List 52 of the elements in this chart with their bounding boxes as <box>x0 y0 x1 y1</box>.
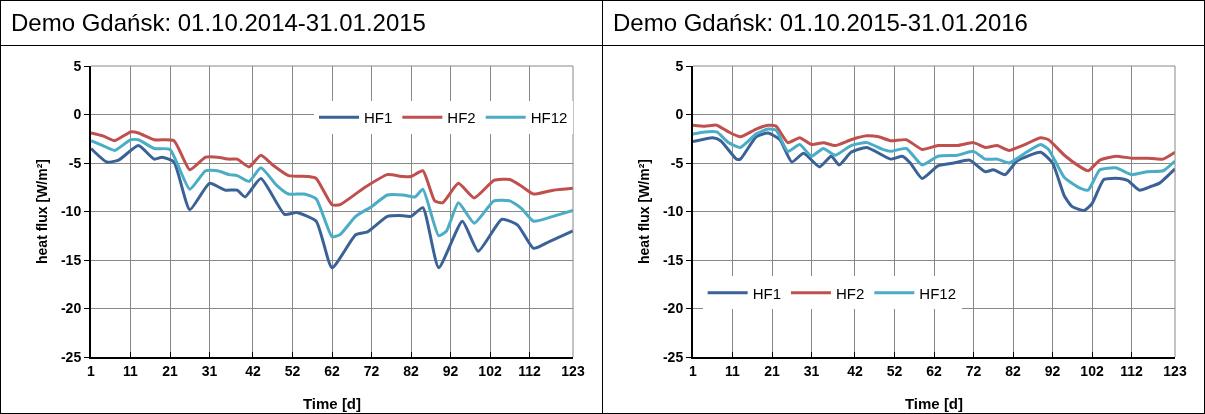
x-axis-title: Time [d] <box>302 395 362 412</box>
y-tick-label: 0 <box>675 106 684 123</box>
y-tick-label: -25 <box>60 348 82 365</box>
x-tick-label: 31 <box>803 362 820 379</box>
x-tick-label: 112 <box>1120 362 1144 379</box>
x-tick-label: 1 <box>87 362 96 379</box>
x-tick-label: 62 <box>324 362 340 379</box>
x-tick-label: 82 <box>1005 362 1022 379</box>
x-tick-label: 102 <box>1080 362 1104 379</box>
legend-label: HF12 <box>919 284 957 302</box>
y-tick-label: 5 <box>675 57 684 74</box>
x-tick-label: 123 <box>561 362 585 379</box>
y-tick-label: -15 <box>60 251 82 268</box>
x-tick-label: 31 <box>201 362 218 379</box>
y-tick-label: -5 <box>670 154 684 171</box>
x-tick-label: 102 <box>478 362 502 379</box>
y-tick-label: 0 <box>73 106 82 123</box>
legend-label: HF1 <box>364 109 393 127</box>
x-axis-title: Time [d] <box>904 395 964 412</box>
x-tick-label: 123 <box>1163 362 1187 379</box>
chart-title: Demo Gdańsk: 01.10.2014-31.01.2015 <box>1 1 602 46</box>
y-tick-label: -20 <box>60 300 82 317</box>
x-tick-label: 11 <box>725 362 741 379</box>
y-tick-label: -5 <box>68 154 82 171</box>
x-tick-label: 1 <box>689 362 698 379</box>
y-tick-label: -10 <box>60 203 82 220</box>
y-tick-label: -20 <box>662 300 684 317</box>
x-tick-label: 21 <box>162 362 179 379</box>
x-tick-label: 92 <box>1044 362 1061 379</box>
y-tick-label: 5 <box>73 57 82 74</box>
y-axis-title: heat flux [W/m²] <box>34 159 51 264</box>
y-axis-title: heat flux [W/m²] <box>636 159 653 264</box>
x-tick-label: 11 <box>123 362 139 379</box>
x-tick-label: 92 <box>442 362 459 379</box>
x-tick-label: 52 <box>886 362 903 379</box>
x-tick-label: 82 <box>403 362 420 379</box>
x-tick-label: 72 <box>363 362 380 379</box>
x-tick-label: 62 <box>926 362 942 379</box>
legend-label: HF1 <box>752 284 781 302</box>
x-tick-label: 42 <box>847 362 863 379</box>
x-tick-label: 112 <box>518 362 542 379</box>
y-tick-label: -15 <box>662 251 684 268</box>
x-tick-label: 52 <box>284 362 301 379</box>
x-tick-label: 72 <box>965 362 982 379</box>
legend-label: HF2 <box>835 284 865 302</box>
legend-label: HF12 <box>530 109 568 127</box>
x-tick-label: 42 <box>245 362 261 379</box>
y-tick-label: -10 <box>662 203 684 220</box>
y-tick-label: -25 <box>662 348 684 365</box>
x-tick-label: 21 <box>764 362 781 379</box>
legend-label: HF2 <box>447 109 476 127</box>
chart-title: Demo Gdańsk: 01.10.2015-31.01.2016 <box>603 1 1204 46</box>
